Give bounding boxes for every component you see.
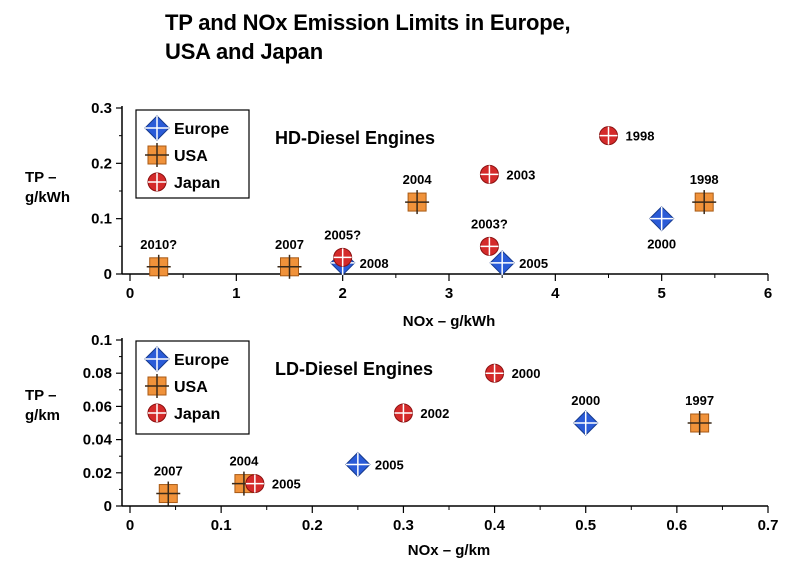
hd-y-tick-label: 0.2: [91, 155, 112, 172]
ld-y-tick-label: 0.1: [91, 332, 112, 349]
hd-point-japan-2003: [479, 164, 499, 184]
hd-y-axis-label-line1: TP –: [25, 169, 56, 186]
ld-legend-marker-europe: [144, 346, 170, 372]
chart-title: TP and NOx Emission Limits in Europe, US…: [165, 8, 571, 66]
hd-legend-marker-europe: [144, 115, 170, 141]
ld-legend-marker-japan: [147, 403, 167, 423]
ld-point-japan-2005-label: 2005: [272, 477, 301, 492]
chart-title-line1: TP and NOx Emission Limits in Europe,: [165, 10, 571, 35]
hd-legend-marker-japan: [147, 172, 167, 192]
hd-y-tick-label: 0: [104, 266, 112, 283]
ld-point-japan-2000-label: 2000: [512, 366, 541, 381]
ld-legend-label-usa: USA: [174, 379, 208, 396]
ld-x-tick-label: 0.1: [211, 517, 232, 534]
ld-x-tick-label: 0.4: [484, 517, 506, 534]
hd-point-europe-2000-label: 2000: [647, 237, 676, 252]
hd-y-tick-label: 0.1: [91, 211, 112, 228]
hd-x-tick-label: 2: [338, 285, 346, 302]
ld-point-japan-2002-label: 2002: [420, 406, 449, 421]
ld-y-tick-label: 0.04: [83, 432, 113, 449]
ld-point-usa-1997: [687, 411, 712, 435]
ld-y-axis-label-line2: g/km: [25, 407, 60, 424]
hd-legend-label-europe: Europe: [174, 121, 229, 138]
hd-diesel-chart: 0 1 2 3 4 5 6 0 0.1 0.2 0.3 NOx – g/kWh TP – g/kWh HD-…: [25, 100, 772, 330]
hd-x-tick-label: 6: [764, 285, 772, 302]
hd-point-usa-2007-label: 2007: [275, 237, 304, 252]
ld-legend-label-japan: Japan: [174, 406, 220, 423]
hd-point-japan-2005-label: 2005?: [324, 227, 361, 242]
hd-point-usa-1998: [692, 190, 717, 215]
hd-subtitle: HD-Diesel Engines: [275, 128, 435, 148]
ld-x-tick-label: 0.6: [666, 517, 687, 534]
ld-y-axis-label-line1: TP –: [25, 387, 56, 404]
ld-y-tick-label: 0.02: [83, 465, 112, 482]
ld-diesel-chart: 0 0.1 0.2 0.3 0.4 0.5 0.6 0.7 0 0.02 0.04 0.06 0.08 0…: [25, 332, 778, 559]
hd-point-usa-2010: [146, 254, 171, 279]
hd-legend-label-japan: Japan: [174, 175, 220, 192]
ld-point-usa-2007: [156, 481, 181, 506]
ld-x-tick-label: 0.7: [758, 517, 779, 534]
hd-x-tick-label: 3: [445, 285, 453, 302]
hd-x-tick-label: 0: [126, 285, 134, 302]
hd-point-europe-2000: [648, 205, 675, 232]
hd-legend-label-usa: USA: [174, 148, 208, 165]
hd-x-tick-label: 1: [232, 285, 240, 302]
hd-point-japan-2003-label: 2003: [506, 167, 535, 182]
ld-subtitle: LD-Diesel Engines: [275, 359, 433, 379]
ld-y-tick-label: 0.08: [83, 365, 112, 382]
ld-x-tick-label: 0.3: [393, 517, 414, 534]
hd-point-usa-2010-label: 2010?: [140, 237, 177, 252]
ld-point-europe-2005-label: 2005: [375, 458, 404, 473]
hd-x-tick-label: 4: [551, 285, 560, 302]
chart-title-line2: USA and Japan: [165, 39, 323, 64]
ld-point-japan-2002: [393, 403, 413, 423]
ld-x-tick-label: 0.5: [575, 517, 596, 534]
hd-y-tick-label: 0.3: [91, 100, 112, 117]
hd-point-japan-2005: [333, 247, 353, 267]
ld-legend-marker-usa: [145, 374, 169, 398]
ld-y-tick-label: 0: [104, 498, 112, 515]
hd-point-usa-2004: [405, 190, 430, 215]
hd-point-japan-1998: [599, 126, 618, 146]
hd-point-europe-2005-label: 2005: [519, 256, 548, 271]
hd-legend-marker-usa: [145, 143, 169, 167]
ld-point-europe-2000-label: 2000: [571, 393, 600, 408]
hd-x-axis-label: NOx – g/kWh: [403, 313, 496, 330]
ld-x-tick-label: 0: [126, 517, 134, 534]
ld-point-europe-2005: [345, 451, 371, 478]
ld-point-usa-2004-label: 2004: [229, 454, 259, 469]
hd-point-europe-2005: [489, 250, 515, 276]
ld-point-usa-2007-label: 2007: [154, 464, 183, 479]
ld-x-tick-label: 0.2: [302, 517, 323, 534]
ld-point-japan-2000: [485, 363, 505, 383]
hd-y-axis-label-line2: g/kWh: [25, 189, 70, 206]
hd-point-usa-2004-label: 2004: [403, 172, 433, 187]
hd-x-tick-label: 5: [657, 285, 665, 302]
ld-point-usa-1997-label: 1997: [685, 393, 714, 408]
ld-legend-label-europe: Europe: [174, 352, 229, 369]
hd-point-japan-1998-label: 1998: [626, 129, 655, 144]
hd-point-japan-2003: [479, 236, 499, 256]
ld-y-tick-label: 0.06: [83, 398, 112, 415]
hd-point-japan-2003-label: 2003?: [471, 216, 508, 231]
ld-point-japan-2005: [245, 474, 265, 494]
hd-point-europe-2008-label: 2008: [360, 256, 389, 271]
ld-point-europe-2000: [573, 410, 599, 436]
hd-point-usa-1998-label: 1998: [690, 172, 719, 187]
hd-point-usa-2007: [277, 254, 302, 279]
ld-x-axis-label: NOx – g/km: [408, 542, 491, 559]
